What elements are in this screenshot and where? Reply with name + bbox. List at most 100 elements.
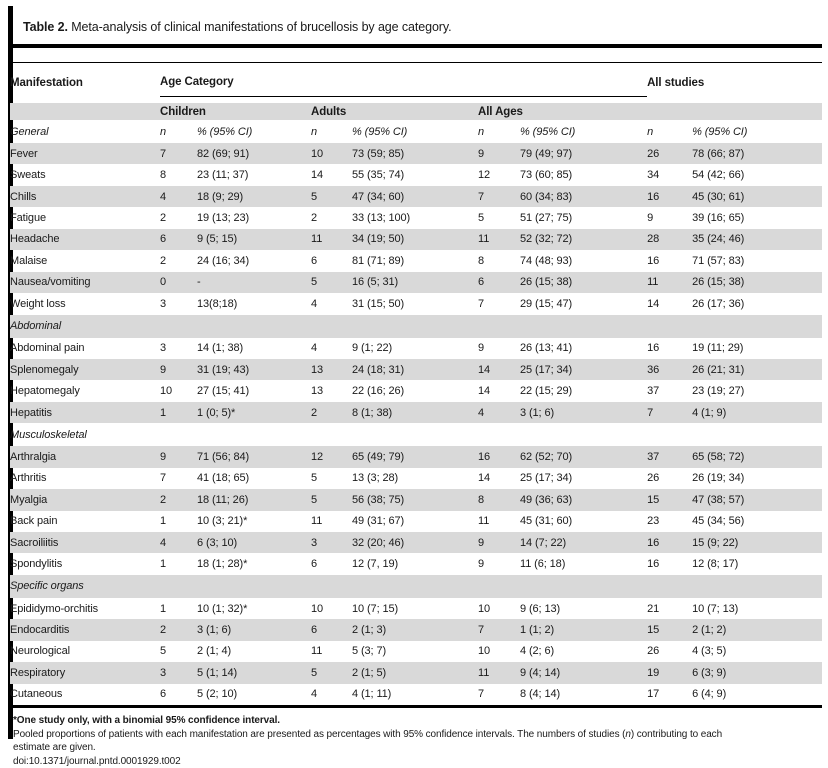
n-column-header bbox=[478, 574, 520, 598]
ci-column-header bbox=[197, 574, 311, 598]
n-cell: 11 bbox=[311, 515, 323, 528]
n-cell: 37 bbox=[647, 446, 693, 468]
ci-cell: 6 (3; 10) bbox=[197, 532, 311, 554]
table-row: Abdominal pain 3 14 (1; 38) 4 9 (1; 22) 9 26 (… bbox=[10, 338, 822, 359]
ci-cell: 2 (1; 2) bbox=[692, 619, 823, 641]
manifestation-cell: Spondylitis bbox=[10, 558, 63, 571]
ci-column-header: % (95% CI) bbox=[352, 125, 408, 138]
n-cell: 34 bbox=[647, 169, 660, 182]
ci-column-header bbox=[352, 423, 478, 446]
manifestation-cell: Neurological bbox=[10, 645, 70, 658]
n-cell: 26 bbox=[647, 645, 660, 658]
table-row: Arthritis 7 41 (18; 65) 5 13 (3; 28) 14 25 (17… bbox=[10, 468, 822, 489]
n-cell: 19 bbox=[647, 662, 693, 684]
ci-cell: 15 (9; 22) bbox=[692, 532, 823, 554]
ci-cell: 39 (16; 65) bbox=[692, 212, 745, 225]
table-row: Headache 6 9 (5; 15) 11 34 (19; 50) 11 52 (32;… bbox=[10, 228, 823, 251]
n-cell: 5 bbox=[311, 472, 318, 485]
ci-cell: 8 (4; 14) bbox=[520, 688, 561, 701]
ci-cell: 26 (19; 34) bbox=[692, 472, 745, 485]
ci-cell: 3 (1; 6) bbox=[520, 401, 648, 424]
table-row: Sweats 8 23 (11; 37) 14 55 (35; 74) 12 73 (60;… bbox=[10, 164, 822, 185]
ci-cell: 4 (1; 11) bbox=[352, 688, 392, 701]
ci-cell: 81 (71; 89) bbox=[352, 254, 405, 267]
n-cell: 9 bbox=[647, 212, 654, 225]
title-divider-rule bbox=[10, 44, 822, 48]
age-category-header: Age Category bbox=[160, 62, 648, 97]
n-cell: 26 bbox=[647, 472, 660, 485]
n-column-header bbox=[160, 314, 197, 338]
ci-cell: 5 (3; 7) bbox=[352, 645, 387, 658]
n-column-header bbox=[478, 423, 520, 446]
ci-cell: 35 (24; 46) bbox=[692, 228, 823, 251]
n-cell: 2 bbox=[160, 619, 197, 641]
n-cell: 11 bbox=[311, 645, 323, 658]
n-cell: 7 bbox=[160, 472, 167, 485]
n-cell: 11 bbox=[478, 662, 520, 684]
table-title-text: Meta-analysis of clinical manifestations… bbox=[71, 20, 452, 34]
ci-cell: 51 (27; 75) bbox=[520, 212, 573, 225]
ci-cell: 29 (15; 47) bbox=[520, 297, 573, 310]
n-column-header: n bbox=[311, 125, 318, 138]
ci-cell: 23 (11; 37) bbox=[197, 169, 249, 182]
n-cell: 6 bbox=[160, 688, 167, 701]
n-cell: 37 bbox=[647, 385, 660, 398]
ci-cell: 19 (11; 29) bbox=[692, 342, 744, 355]
ci-cell: 65 (49; 79) bbox=[352, 446, 478, 468]
ci-cell: 82 (69; 91) bbox=[197, 143, 311, 165]
footnote-pooled-line1: Pooled proportions of patients with each… bbox=[13, 728, 823, 742]
section-row: Musculoskeletal bbox=[10, 423, 822, 446]
n-cell: 2 bbox=[160, 212, 167, 225]
manifestation-cell: Hepatomegaly bbox=[10, 385, 80, 398]
ci-cell: 10 (7; 13) bbox=[692, 602, 739, 615]
n-column-header bbox=[478, 314, 520, 338]
table-row: Nausea/vomiting 0-5 16 (5; 31) 6 26 (15; 38)… bbox=[10, 271, 823, 294]
ci-cell: 52 (32; 72) bbox=[520, 228, 648, 251]
ci-cell: 12 (8; 17) bbox=[692, 558, 739, 571]
ci-cell: - bbox=[197, 271, 311, 294]
ci-cell: 4 (2; 6) bbox=[520, 645, 555, 658]
n-cell: 8 bbox=[478, 254, 485, 267]
ci-cell: 9 (1; 22) bbox=[352, 342, 393, 355]
n-cell: 14 bbox=[647, 297, 660, 310]
ci-cell: 71 (56; 84) bbox=[197, 446, 311, 468]
table-row: Hepatomegaly 10 27 (15; 41) 13 22 (16; 26) 14… bbox=[10, 380, 822, 401]
n-cell: 4 bbox=[160, 185, 197, 208]
ci-column-header bbox=[692, 423, 822, 446]
ci-cell: 18 (11; 26) bbox=[197, 489, 311, 511]
n-cell: 7 bbox=[160, 143, 197, 165]
n-cell: 12 bbox=[311, 446, 352, 468]
n-column-header bbox=[311, 423, 352, 446]
group-header-all-ages: All Ages bbox=[478, 103, 648, 120]
footnote-asterisk: *One study only, with a binomial 95% con… bbox=[13, 715, 280, 727]
ci-column-header bbox=[352, 574, 478, 598]
ci-cell: 10 (3; 21)* bbox=[197, 515, 248, 528]
n-column-header: n bbox=[160, 125, 167, 138]
ci-cell: 24 (16; 34) bbox=[197, 254, 250, 267]
n-column-header: n bbox=[478, 125, 485, 138]
manifestation-cell: Respiratory bbox=[10, 662, 160, 684]
table-row: Endocarditis 2 3 (1; 6) 6 2 (1; 3) 7 1 (1; 2) 1… bbox=[10, 619, 823, 641]
ci-cell: 23 (19; 27) bbox=[692, 385, 745, 398]
ci-column-header bbox=[197, 423, 311, 446]
n-cell: 2 bbox=[160, 489, 197, 511]
ci-cell: 47 (38; 57) bbox=[692, 489, 823, 511]
ci-cell: 73 (59; 85) bbox=[352, 143, 478, 165]
n-cell: 7 bbox=[478, 619, 520, 641]
n-cell: 8 bbox=[478, 489, 520, 511]
n-cell: 16 bbox=[647, 558, 660, 571]
n-cell: 11 bbox=[647, 271, 693, 294]
n-cell: 10 bbox=[311, 143, 352, 165]
n-cell: 3 bbox=[160, 342, 167, 355]
table-row: Neurological 5 2 (1; 4) 11 5 (3; 7) 10 4 (2; 6… bbox=[10, 641, 822, 662]
n-cell: 4 bbox=[478, 401, 520, 424]
n-cell: 11 bbox=[478, 228, 520, 251]
table-row: Epididymo-orchitis 1 10 (1; 32)* 10 10 (7; 1… bbox=[10, 598, 822, 619]
ci-cell: 12 (7, 19) bbox=[352, 558, 399, 571]
table-row: Sacroiliitis 4 6 (3; 10) 3 32 (20; 46) 9 14 (7… bbox=[10, 532, 823, 554]
n-column-header bbox=[647, 423, 692, 446]
ci-cell: 3 (1; 6) bbox=[197, 619, 311, 641]
manifestation-cell: Splenomegaly bbox=[10, 358, 160, 381]
ci-cell: 26 (17; 36) bbox=[692, 297, 745, 310]
table-row: Arthralgia 9 71 (56; 84) 12 65 (49; 79) 16 62 … bbox=[10, 446, 823, 468]
